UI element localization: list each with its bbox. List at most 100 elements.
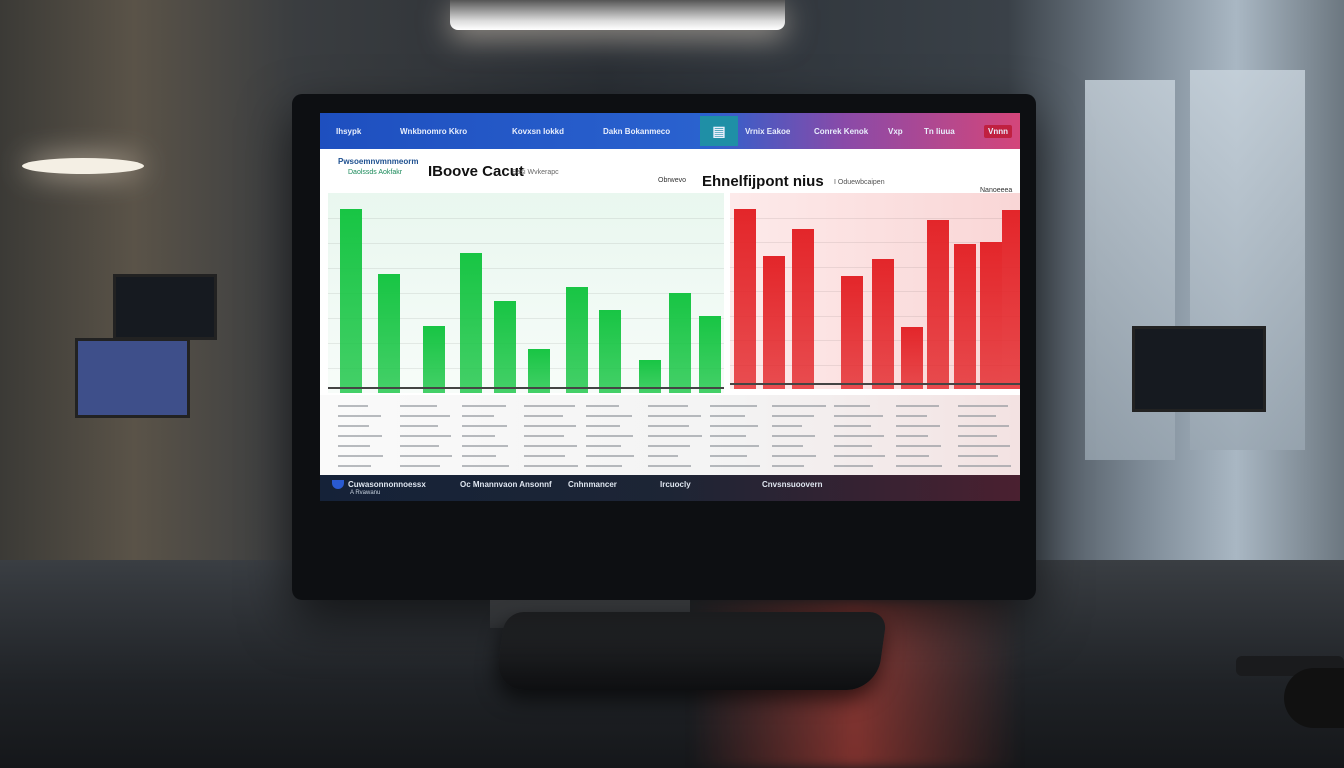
red-bar-chart <box>730 193 1020 389</box>
detail-text-line <box>400 455 452 457</box>
bar[interactable] <box>599 310 621 393</box>
nav-item[interactable]: Ihsypk <box>336 126 362 136</box>
footer-item[interactable]: Cuwasonnonnoessx <box>348 480 426 489</box>
detail-text-line <box>648 405 688 407</box>
detail-text-line <box>648 415 701 417</box>
footer-item[interactable]: Ircuocly <box>660 480 691 489</box>
gridline <box>328 318 724 319</box>
left-title: Pwsoemnvmnmeorm <box>338 157 419 166</box>
detail-text-line <box>462 445 508 447</box>
left-subtitle: Daolssds Aokfakr <box>348 169 403 176</box>
bar[interactable] <box>980 242 1002 389</box>
bar[interactable] <box>423 325 445 393</box>
detail-text-line <box>834 415 883 417</box>
detail-text-line <box>338 405 368 407</box>
detail-text-line <box>648 465 691 467</box>
bar[interactable] <box>927 219 949 389</box>
detail-text-line <box>648 435 702 437</box>
detail-text-line <box>338 435 382 437</box>
chart-title-red: Ehnelfijpont nius <box>702 173 824 190</box>
bar[interactable] <box>954 244 976 389</box>
chart-title-green: IBoove Cacut <box>428 163 524 180</box>
detail-text-line <box>958 405 1008 407</box>
detail-text-line <box>462 465 509 467</box>
bar[interactable] <box>699 316 721 393</box>
nav-item[interactable]: Wnkbnomro Kkro <box>400 126 468 136</box>
bar[interactable] <box>460 252 482 393</box>
baseline <box>730 383 1020 385</box>
detail-text-line <box>896 415 927 417</box>
detail-text-line <box>896 445 941 447</box>
background-monitor <box>75 338 190 418</box>
nav-item[interactable]: Conrek Kenok <box>814 126 869 136</box>
detail-text-line <box>400 465 440 467</box>
detail-text-line <box>462 435 495 437</box>
detail-text-line <box>958 445 1010 447</box>
detail-text-line <box>338 425 369 427</box>
title-prefix: Obrwevo <box>658 177 687 184</box>
detail-text-line <box>648 455 678 457</box>
bar[interactable] <box>792 229 814 389</box>
detail-text-line <box>524 405 575 407</box>
bar[interactable] <box>901 326 923 389</box>
detail-text-line <box>586 425 620 427</box>
gridline <box>328 218 724 219</box>
footer-item[interactable]: Cnhnmancer <box>568 480 617 489</box>
detail-text-line <box>648 425 689 427</box>
nav-item[interactable]: Vxp <box>888 126 903 136</box>
detail-text-line <box>958 465 1011 467</box>
nav-item[interactable]: Tn Iiuua <box>924 126 955 136</box>
background-monitor <box>1132 326 1266 412</box>
ceiling-lamp <box>450 0 785 30</box>
bar[interactable] <box>528 348 550 393</box>
bar[interactable] <box>639 360 661 393</box>
detail-text-line <box>462 415 494 417</box>
gridline <box>730 242 1020 243</box>
gridline <box>328 343 724 344</box>
detail-text-line <box>524 455 565 457</box>
chart-icon[interactable]: ▤ <box>700 116 738 146</box>
detail-text-line <box>400 435 451 437</box>
detail-text-line <box>710 445 759 447</box>
gridline <box>328 368 724 369</box>
detail-text-line <box>834 465 873 467</box>
monitor-screen: Ihsypk Wnkbnomro Kkro Kovxsn Iokkd Dakn … <box>320 113 1020 501</box>
detail-text-line <box>400 415 450 417</box>
details-panel <box>320 395 1020 479</box>
detail-text-line <box>586 415 632 417</box>
nav-item[interactable]: Kovxsn Iokkd <box>512 126 565 136</box>
bar[interactable] <box>841 276 863 389</box>
detail-text-line <box>834 445 872 447</box>
nav-item[interactable]: Vrnix Eakoe <box>745 126 791 136</box>
footer-item[interactable]: Cnvsnsuoovern <box>762 480 823 489</box>
detail-text-line <box>958 455 998 457</box>
bar[interactable] <box>494 300 516 393</box>
nav-button[interactable]: Vnnn <box>984 124 1012 138</box>
nav-item[interactable]: Dakn Bokanmeco <box>603 126 671 136</box>
footer-item[interactable]: Oc Mnannvaon Ansonnf <box>460 480 552 489</box>
detail-text-line <box>524 425 576 427</box>
detail-text-line <box>710 435 746 437</box>
bar[interactable] <box>734 208 756 389</box>
detail-text-line <box>772 435 815 437</box>
gridline <box>730 217 1020 219</box>
bar[interactable] <box>566 287 588 393</box>
chart-subtitle-red: I Oduewbcaipen <box>834 179 885 186</box>
gridline <box>328 243 724 244</box>
bar[interactable] <box>1002 210 1020 389</box>
bar[interactable] <box>669 293 691 393</box>
gridline <box>328 268 724 269</box>
bar[interactable] <box>763 255 785 389</box>
detail-text-line <box>772 465 804 467</box>
detail-text-line <box>772 415 814 417</box>
detail-text-line <box>710 465 760 467</box>
bar[interactable] <box>340 208 362 393</box>
detail-text-line <box>586 455 634 457</box>
bar[interactable] <box>872 259 894 389</box>
detail-text-line <box>834 405 870 407</box>
detail-text-line <box>524 445 577 447</box>
detail-text-line <box>648 445 690 447</box>
detail-text-line <box>896 405 939 407</box>
detail-text-line <box>524 415 563 417</box>
bar[interactable] <box>378 273 400 393</box>
